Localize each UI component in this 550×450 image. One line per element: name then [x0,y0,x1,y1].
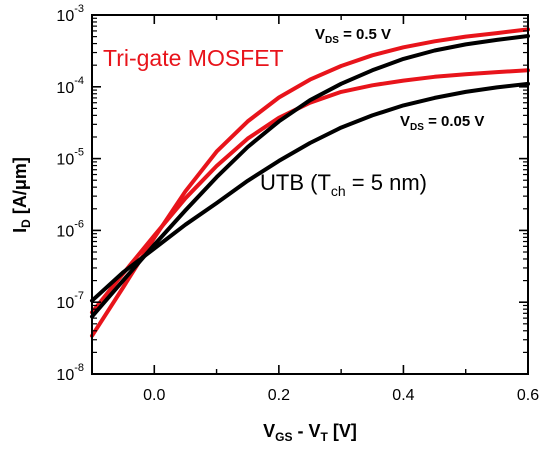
y-tick-label-base-5: 10 [56,8,74,25]
x-tick-label-3: 0.6 [517,387,539,404]
x-axis-title-main: V [263,421,275,441]
vds-low-tail: = 0.05 V [424,113,484,130]
x-axis-title-sub2: T [321,430,329,444]
vds-high-tail: = 0.5 V [339,26,391,43]
x-axis-title-tail: [V] [328,421,357,441]
y-tick-label-exp-3: -5 [74,147,84,159]
x-tick-label-0: 0.0 [143,387,165,404]
vds-high-main: V [315,26,325,43]
y-axis-title: ID [A/μm] [10,157,33,233]
curves-layer [90,27,530,338]
tick-labels-layer: 0.0 0.2 0.4 0.610-810-710-610-510-410-3 [56,3,539,404]
y-tick-label-4: 10-4 [56,75,84,97]
utb-label-main: UTB (T [260,170,331,195]
vds-high-sub: DS [325,35,339,46]
y-tick-label-5: 10-3 [56,3,84,25]
series-line-3 [90,81,530,303]
vds-low-label: VDS = 0.05 V [400,113,484,133]
y-tick-label-exp-1: -7 [74,290,84,302]
utb-label-tail: = 5 nm) [346,170,427,195]
y-tick-label-base-3: 10 [56,152,74,169]
series-line-2 [90,34,530,319]
ticks-layer [91,14,529,375]
plot-frame [91,14,529,375]
x-tick-label-1: 0.2 [268,387,290,404]
y-tick-label-0: 10-8 [56,362,84,384]
y-tick-label-base-1: 10 [56,295,74,312]
y-tick-label-exp-2: -6 [74,218,84,230]
y-tick-label-3: 10-5 [56,147,84,169]
y-tick-label-base-4: 10 [56,80,74,97]
x-tick-label-2: 0.4 [392,387,414,404]
trigate-label: Tri-gate MOSFET [103,45,284,71]
series-line-1 [90,68,530,315]
y-tick-label-exp-0: -8 [74,362,84,374]
vds-high-label: VDS = 0.5 V [315,26,391,46]
y-axis-title-main: I [10,228,30,233]
x-axis-title-sub1: GS [275,430,292,444]
y-tick-label-1: 10-7 [56,290,84,312]
y-axis-title-sub: D [19,219,33,228]
vds-low-sub: DS [410,122,424,133]
utb-label: UTB (Tch = 5 nm) [260,170,427,199]
y-tick-label-base-2: 10 [56,223,74,240]
x-axis-title: VGS - VT [V] [263,421,357,444]
y-tick-label-2: 10-6 [56,218,84,240]
y-tick-label-base-0: 10 [56,367,74,384]
vds-low-main: V [400,113,410,130]
utb-label-sub: ch [331,183,346,199]
y-tick-label-exp-4: -4 [74,75,84,87]
x-axis-title-mid: - V [293,421,321,441]
y-tick-label-exp-5: -3 [74,3,84,15]
y-axis-title-tail: [A/μm] [10,157,30,219]
